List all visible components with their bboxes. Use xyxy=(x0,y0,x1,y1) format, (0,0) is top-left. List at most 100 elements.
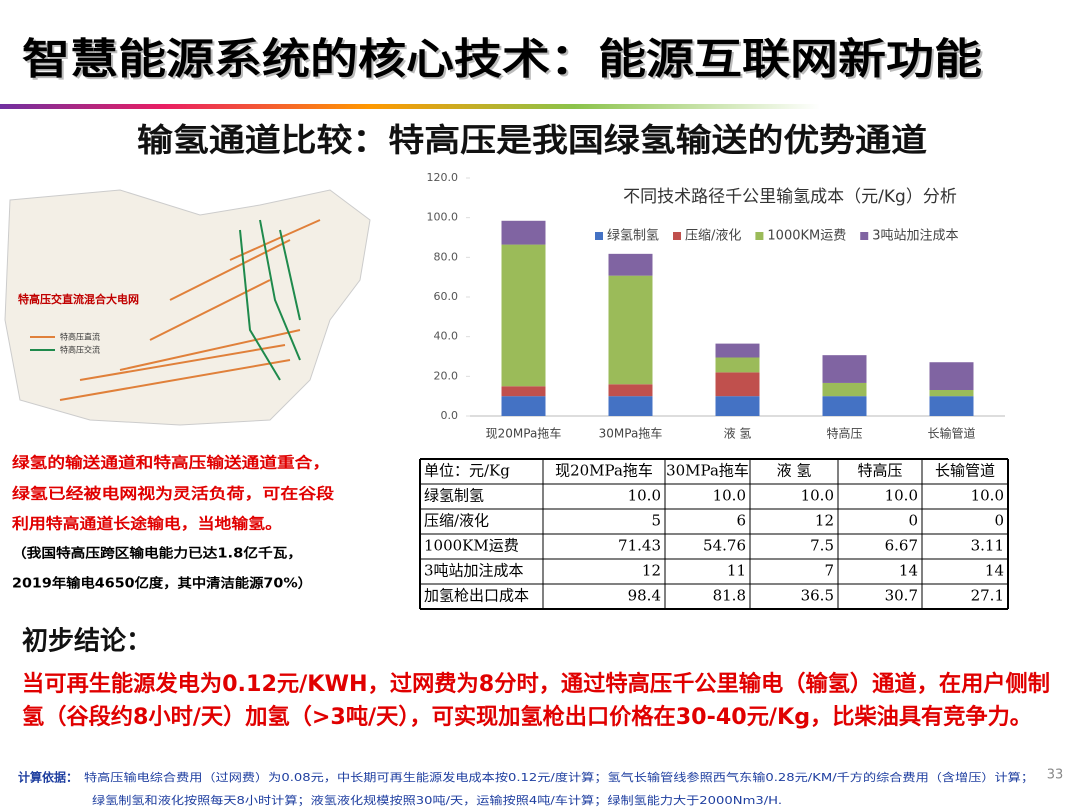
bar-segment xyxy=(822,382,867,397)
table-cell: 36.5 xyxy=(801,587,834,605)
legend-swatch xyxy=(860,232,869,240)
bar-segment xyxy=(608,384,653,397)
table-cell: 长输管道 xyxy=(935,462,995,480)
x-tick-label: 30MPa拖车 xyxy=(599,426,663,441)
map: 特高压交直流混合大电网 特高压直流 特高压交流 xyxy=(4,189,371,426)
table-cell: 27.1 xyxy=(971,587,1004,605)
table-cell: 10.0 xyxy=(801,487,834,505)
bar-segment xyxy=(501,386,546,397)
y-tick-label: 40.0 xyxy=(434,330,459,343)
table-cell: 绿氢制氢 xyxy=(424,487,484,505)
table-cell: 现20MPa拖车 xyxy=(555,462,653,480)
footnote-label: 计算依据： xyxy=(18,770,78,785)
conclusion-heading: 初步结论： xyxy=(22,626,152,657)
table-cell: 3.11 xyxy=(971,537,1004,555)
bar-segment xyxy=(715,396,760,416)
table-cell: 单位：元/Kg xyxy=(424,462,510,480)
bar-segment xyxy=(715,372,760,397)
chart-title: 不同技术路径千公里输氢成本（元/Kg）分析 xyxy=(623,187,957,207)
table-cell: 加氢枪出口成本 xyxy=(424,587,529,605)
table-cell: 0 xyxy=(908,512,918,530)
bar-segment xyxy=(715,343,760,358)
bar-segment xyxy=(608,253,653,276)
y-tick-label: 20.0 xyxy=(434,369,459,382)
y-tick-label: 0.0 xyxy=(441,409,459,422)
table-cell: 54.76 xyxy=(703,537,746,555)
conclusion-line: 氢（谷段约8小时/天）加氢（>3吨/天），可实现加氢枪出口价格在30-40元/K… xyxy=(22,704,1032,730)
table-cell: 0 xyxy=(994,512,1004,530)
bar-segment xyxy=(822,355,867,383)
chart: 0.0 20.0 40.0 60.0 80.0 100.0 120.0 不同技术路径千公里输氢… xyxy=(427,171,1005,441)
table-cell: 10.0 xyxy=(971,487,1004,505)
x-tick-label: 长输管道 xyxy=(927,426,975,441)
table-cell: 液 氢 xyxy=(777,462,812,480)
table-cell: 1000KM运费 xyxy=(424,537,519,555)
bar-segment xyxy=(929,389,974,397)
legend-swatch xyxy=(673,232,682,240)
table-cell: 11 xyxy=(727,562,746,580)
table-cell: 10.0 xyxy=(713,487,746,505)
table-cell: 30.7 xyxy=(885,587,918,605)
table-cell: 3吨站加注成本 xyxy=(424,562,524,580)
legend-swatch xyxy=(595,232,603,240)
legend-label: 1000KM运费 xyxy=(767,229,846,244)
title-shadow: 智慧能源系统的核心技术：能源互联网新功能 xyxy=(24,37,984,86)
map-legend: 特高压直流 xyxy=(60,332,100,342)
note-line: 2019年输电4650亿度，其中清洁能源70%） xyxy=(12,576,312,592)
text-line: 绿氢的输送通道和特高压输送通道重合， xyxy=(12,454,330,472)
legend-label: 3吨站加注成本 xyxy=(872,229,958,244)
table-cell: 压缩/液化 xyxy=(424,512,489,530)
map-lines xyxy=(59,219,321,401)
table-cell: 12 xyxy=(815,512,834,530)
legend-swatch xyxy=(755,232,764,240)
table-cell: 10.0 xyxy=(885,487,918,505)
subtitle: 输氢通道比较：特高压是我国绿氢输送的优势通道 xyxy=(137,121,927,159)
footnote-line: 绿氢制氢和液化按照每天8小时计算；液氢液化规模按照30吨/天，运输按照4吨/车计… xyxy=(92,793,782,807)
slide-title: 智慧能源系统的核心技术：能源互联网新功能 xyxy=(22,35,982,84)
y-tick-label: 60.0 xyxy=(434,290,459,303)
x-tick-label: 特高压 xyxy=(826,426,862,441)
map-land xyxy=(4,189,371,426)
bar-segment xyxy=(929,362,974,390)
conclusion-line: 当可再生能源发电为0.12元/KWH，过网费为8分时，通过特高压千公里输电（输氢… xyxy=(22,671,1050,697)
y-tick-label: 100.0 xyxy=(427,211,459,224)
y-tick-label: 80.0 xyxy=(434,250,459,263)
map-title: 特高压交直流混合大电网 xyxy=(18,292,139,306)
table-cell: 7.5 xyxy=(810,537,834,555)
page-number: 33 xyxy=(1047,768,1064,783)
table-cell: 6 xyxy=(736,512,746,530)
table-cell: 98.4 xyxy=(628,587,661,605)
table-cell: 14 xyxy=(985,562,1004,580)
table-cell: 12 xyxy=(642,562,661,580)
bar-segment xyxy=(501,396,546,416)
left-text: 绿氢的输送通道和特高压输送通道重合， 绿氢已经被电网视为灵活负荷，可在谷段 利用… xyxy=(12,454,334,592)
note-line: （我国特高压跨区输电能力已达1.8亿千瓦， xyxy=(12,546,302,562)
table-cell: 10.0 xyxy=(628,487,661,505)
bar-segment xyxy=(929,396,974,416)
table-cell: 14 xyxy=(899,562,918,580)
table-cell: 71.43 xyxy=(618,537,661,555)
table-cell: 6.67 xyxy=(885,537,918,555)
table-cell: 7 xyxy=(824,562,834,580)
bar-segment xyxy=(822,396,867,416)
table-cell: 特高压 xyxy=(857,462,902,480)
bar-segment xyxy=(501,220,546,245)
bar-segment xyxy=(608,396,653,416)
map-legend: 特高压交流 xyxy=(60,345,100,355)
bar-segment xyxy=(715,357,760,373)
x-tick-label: 现20MPa拖车 xyxy=(486,426,562,441)
table-cell: 81.8 xyxy=(713,587,746,605)
text-line: 绿氢已经被电网视为灵活负荷，可在谷段 xyxy=(12,485,334,503)
footnote-line: 特高压输电综合费用（过网费）为0.08元，中长期可再生能源发电成本按0.12元/… xyxy=(84,770,1034,784)
legend-label: 绿氢制氢 xyxy=(607,229,659,244)
bar-segment xyxy=(608,275,653,385)
table-cell: 5 xyxy=(651,512,661,530)
bar-segment xyxy=(501,244,546,387)
text-line: 利用特高通道长途输电，当地输氢。 xyxy=(12,515,282,533)
legend-label: 压缩/液化 xyxy=(685,228,741,244)
x-tick-label: 液 氢 xyxy=(724,426,752,441)
table-cell: 30MPa拖车 xyxy=(666,462,749,480)
y-tick-label: 120.0 xyxy=(427,171,459,184)
